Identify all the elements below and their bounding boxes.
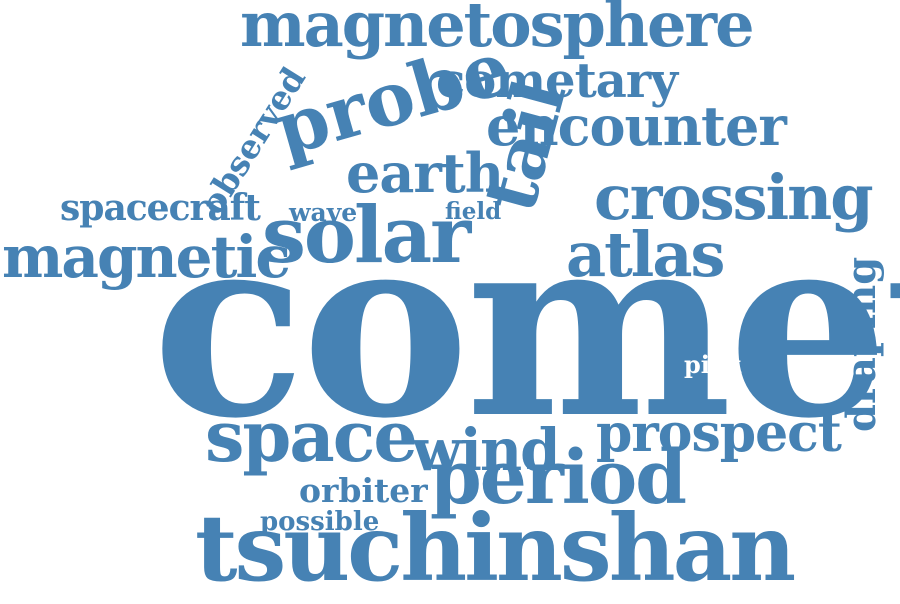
word-wave: wave: [289, 198, 358, 227]
word-magnetosphere: magnetosphere: [240, 0, 755, 61]
word-field: field: [445, 198, 502, 225]
word-prospect: prospect: [596, 403, 842, 464]
word-orbiter: orbiter: [299, 471, 428, 510]
word-pick: pick: [684, 350, 742, 379]
word-encounter: encounter: [486, 94, 787, 158]
word-period: period: [430, 435, 687, 521]
word-solar: solar: [262, 190, 471, 281]
word-magnetic: magnetic: [2, 223, 291, 291]
word-comet: comet: [152, 178, 900, 474]
word-possible: possible: [260, 507, 380, 537]
word-atlas: atlas: [566, 218, 725, 291]
word-spacecraft: spacecraft: [60, 187, 261, 229]
word-cometary: cometary: [436, 53, 678, 109]
word-wind: wind: [412, 416, 561, 484]
word-earth: earth: [346, 141, 504, 205]
word-space: space: [205, 395, 418, 478]
word-crossing: crossing: [594, 161, 874, 234]
word-draping: draping: [838, 256, 885, 432]
word-tsuchinshan: tsuchinshan: [195, 494, 796, 602]
